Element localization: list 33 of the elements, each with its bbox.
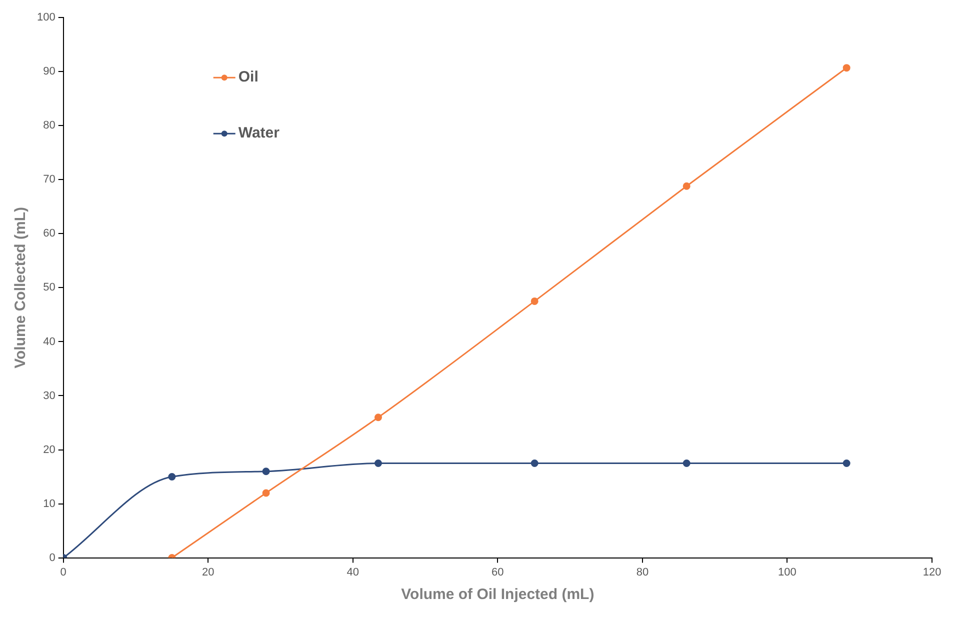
point [262,489,270,497]
y-tick-label: 70 [43,174,56,186]
y-tick-label: 100 [36,12,56,24]
x-tick-label: 20 [202,566,214,578]
point [374,460,382,468]
point [530,460,538,468]
point [374,414,382,422]
point [842,64,850,72]
point [168,473,176,481]
x-tick-label: 60 [492,566,504,578]
y-tick-label: 90 [43,66,56,78]
y-tick-label: 10 [43,498,56,510]
x-tick-label: 0 [60,566,66,578]
x-tick-label: 100 [778,566,796,578]
point [682,460,690,468]
y-tick-label: 50 [43,282,56,294]
legend-label: Water [238,124,280,142]
y-tick-label: 20 [43,444,56,456]
x-axis-title: Volume of Oil Injected (mL) [401,586,594,604]
point [842,460,850,468]
x-tick-label: 40 [346,566,360,578]
point [530,297,538,305]
y-tick-label: 60 [43,228,56,240]
y-tick-label: 40 [43,336,56,348]
y-tick-label: 30 [43,390,56,402]
point [262,468,270,476]
y-tick-label: 0 [49,552,56,564]
legend-label: Oil [238,68,258,86]
x-tick-label: 80 [636,566,649,578]
x-tick-label: 120 [922,566,942,578]
point [682,182,690,190]
y-axis-title: Volume Collected (mL) [12,206,30,368]
y-tick-label: 80 [43,120,56,132]
